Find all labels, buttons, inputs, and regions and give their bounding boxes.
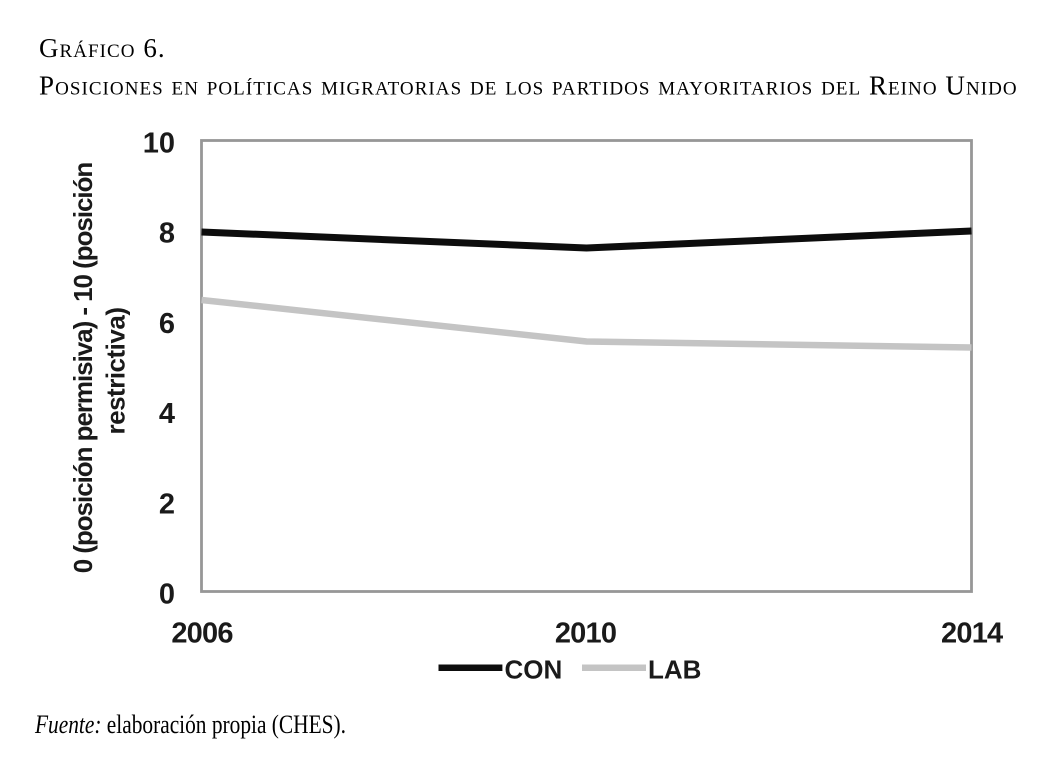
svg-text:LAB: LAB xyxy=(648,655,701,685)
svg-text:2: 2 xyxy=(159,488,175,520)
svg-text:6: 6 xyxy=(159,308,175,340)
svg-text:0: 0 xyxy=(159,579,175,611)
svg-text:CON: CON xyxy=(505,655,563,685)
svg-text:8: 8 xyxy=(159,218,175,250)
svg-text:2010: 2010 xyxy=(555,618,616,650)
svg-text:2014: 2014 xyxy=(941,618,1003,650)
svg-text:Gráfico 6.: Gráfico 6. xyxy=(39,33,166,63)
svg-text:Fuente: elaboración propia (CH: Fuente: elaboración propia (CHES). xyxy=(34,710,346,739)
svg-text:0 (posición permisiva) - 10 (p: 0 (posición permisiva) - 10 (posición xyxy=(68,163,98,574)
svg-text:Posiciones en políticas migrat: Posiciones en políticas migratorias de l… xyxy=(39,71,1018,101)
svg-text:4: 4 xyxy=(159,398,175,430)
svg-text:restrictiva): restrictiva) xyxy=(101,308,131,435)
svg-text:10: 10 xyxy=(143,128,175,160)
svg-text:2006: 2006 xyxy=(171,618,233,650)
